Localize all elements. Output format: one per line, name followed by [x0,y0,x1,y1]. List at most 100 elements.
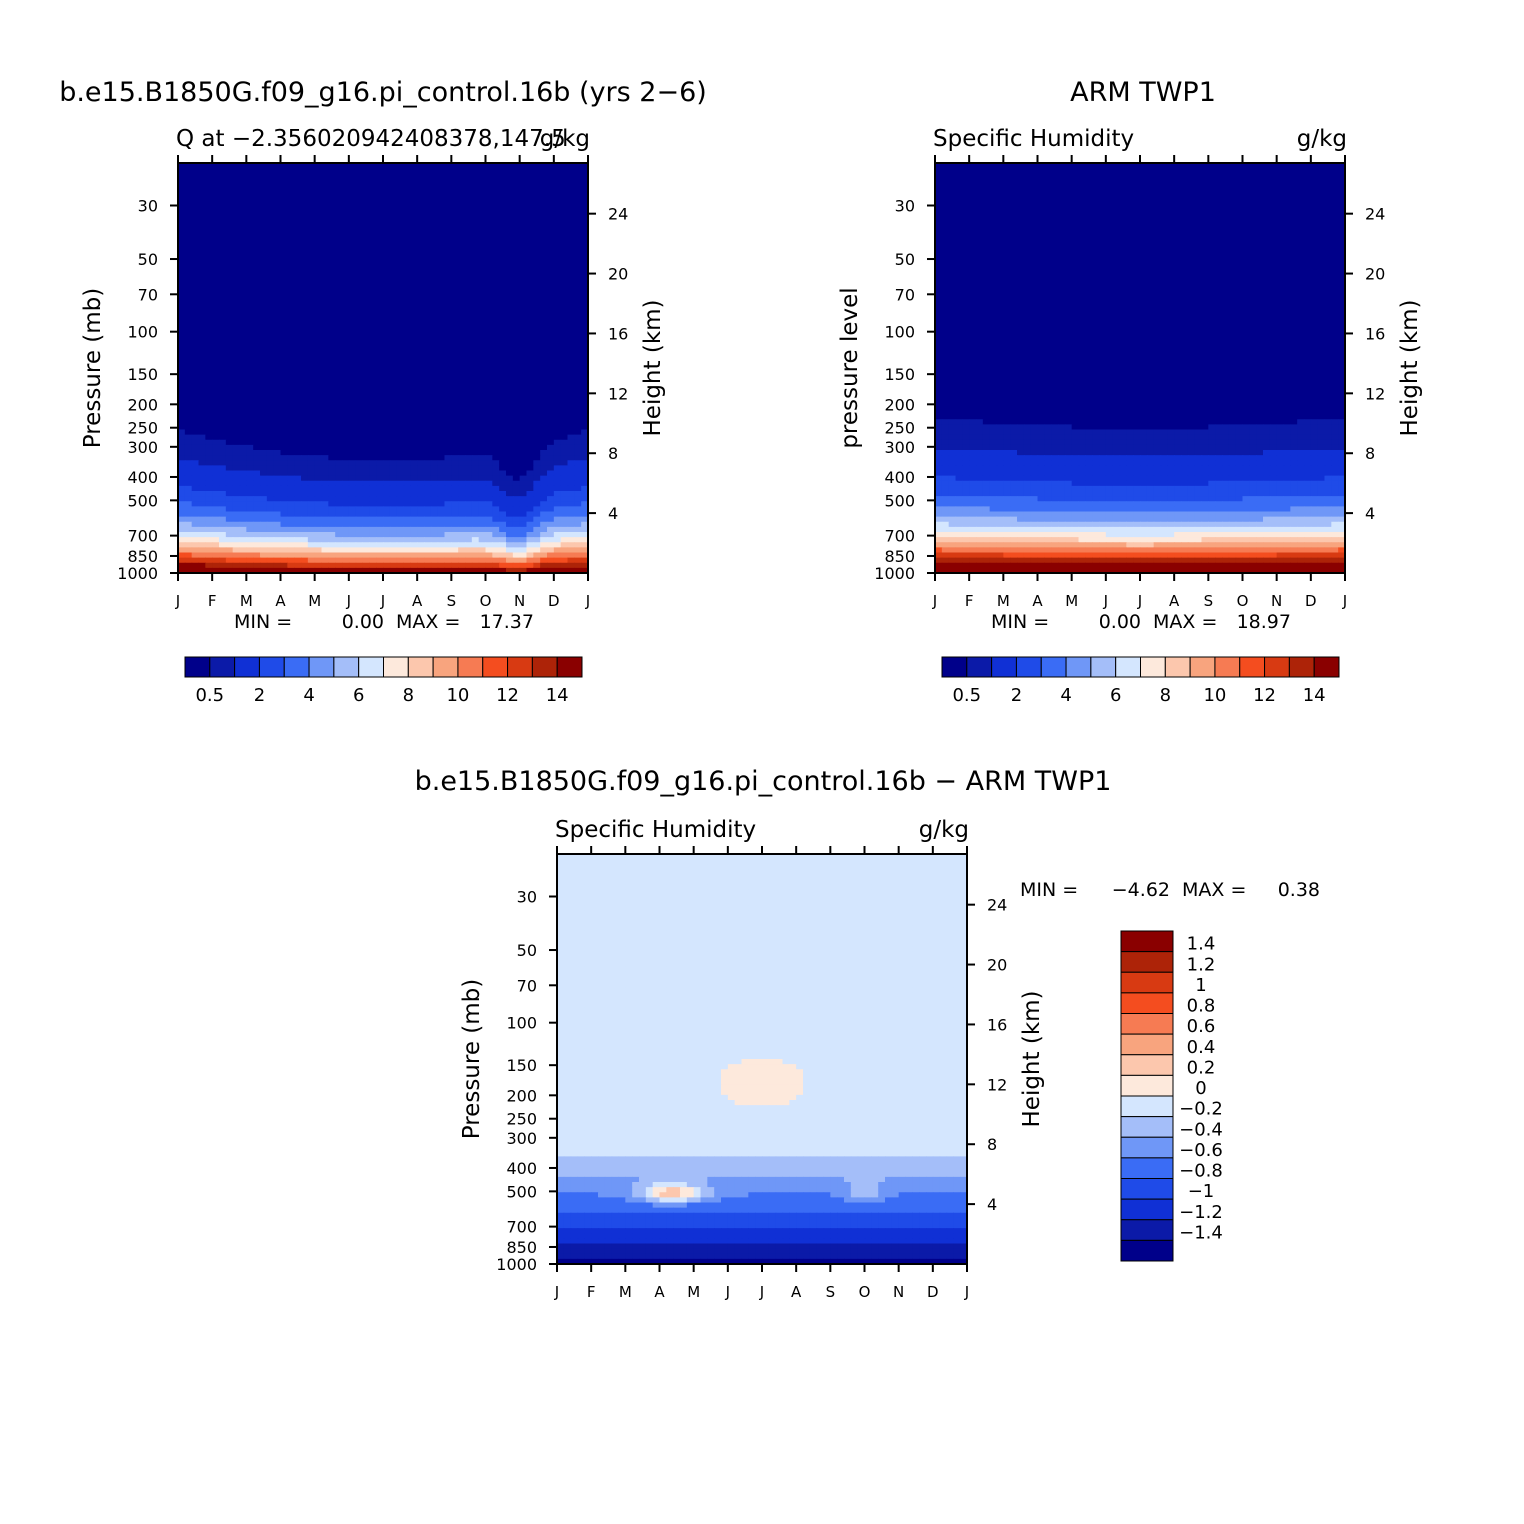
field-cell [574,455,582,461]
field-cell [307,521,316,528]
field-cell [560,450,569,456]
field-cell [307,403,316,410]
field-cell [424,306,432,313]
field-cell [294,547,302,554]
field-cell [424,532,432,538]
field-cell [219,393,227,400]
field-cell [280,183,288,190]
field-cell [362,204,370,210]
field-cell [485,414,493,420]
field-cell [506,455,514,461]
field-cell [184,419,193,425]
field-cell [417,296,425,302]
field-cell [232,511,241,518]
field-cell [430,439,439,446]
field-cell [478,327,487,333]
field-cell [184,557,193,564]
field-cell [410,311,418,318]
field-cell [581,516,589,523]
field-cell [581,383,589,390]
field-cell [219,255,227,261]
field-cell [499,485,507,492]
field-cell [239,337,247,343]
field-cell [444,306,452,313]
field-cell [471,460,480,466]
field-cell [328,270,336,277]
field-cell [362,275,370,282]
field-cell [389,429,398,436]
field-cell [567,455,575,461]
field-cell [512,480,521,487]
field-cell [424,204,432,210]
field-cell [540,260,548,267]
field-cell [567,496,575,502]
field-cell [314,352,323,359]
field-cell [982,163,991,169]
field-cell [553,388,562,395]
field-cell [348,260,357,267]
field-cell [280,219,288,226]
field-cell [471,173,480,179]
field-cell [178,301,186,308]
field-cell [178,424,186,431]
field-cell [424,260,432,267]
field-cell [253,255,261,261]
field-cell [519,188,528,195]
field-cell [396,342,405,349]
field-cell [533,347,541,354]
field-cell [321,234,329,241]
field-cell [348,321,357,328]
field-cell [389,209,398,215]
colorbar-box [482,656,509,678]
field-cell [260,521,268,528]
field-cell [191,214,200,220]
field-cell [260,419,268,425]
colorbar-label: 6 [353,685,364,706]
height-tick-label: 16 [608,324,628,343]
field-cell [178,557,186,564]
field-cell [198,557,206,564]
field-cell [342,511,350,518]
field-cell [260,178,268,185]
field-cell [184,403,193,410]
field-cell [574,552,582,559]
field-cell [212,460,220,466]
field-cell [410,255,418,261]
field-cell [321,204,329,210]
field-cell [424,475,432,482]
field-cell [574,537,582,543]
field-cell [424,250,432,256]
field-cell [478,337,487,343]
field-cell [369,491,377,497]
field-cell [239,542,247,548]
field-cell [280,173,288,179]
field-cell [560,321,569,328]
field-cell [246,357,254,364]
field-cell [1283,163,1291,169]
field-cell [266,337,275,343]
field-cell [321,460,329,466]
field-cell [478,465,487,472]
field-cell [969,168,977,174]
colorbar-box [457,656,484,678]
field-cell [253,301,261,308]
field-cell [430,383,439,390]
field-cell [389,327,398,333]
field-cell [437,506,446,513]
field-cell [362,424,370,431]
field-cell [342,470,350,477]
field-cell [301,296,309,302]
field-cell [178,460,186,466]
field-cell [1187,163,1196,169]
field-cell [437,316,446,323]
field-cell [314,286,323,292]
field-cell [280,291,288,297]
field-cell [287,362,295,369]
field-cell [328,224,336,231]
field-cell [369,444,377,451]
field-cell [212,542,220,548]
field-cell [506,532,514,538]
field-cell [280,270,288,277]
field-cell [540,286,548,292]
